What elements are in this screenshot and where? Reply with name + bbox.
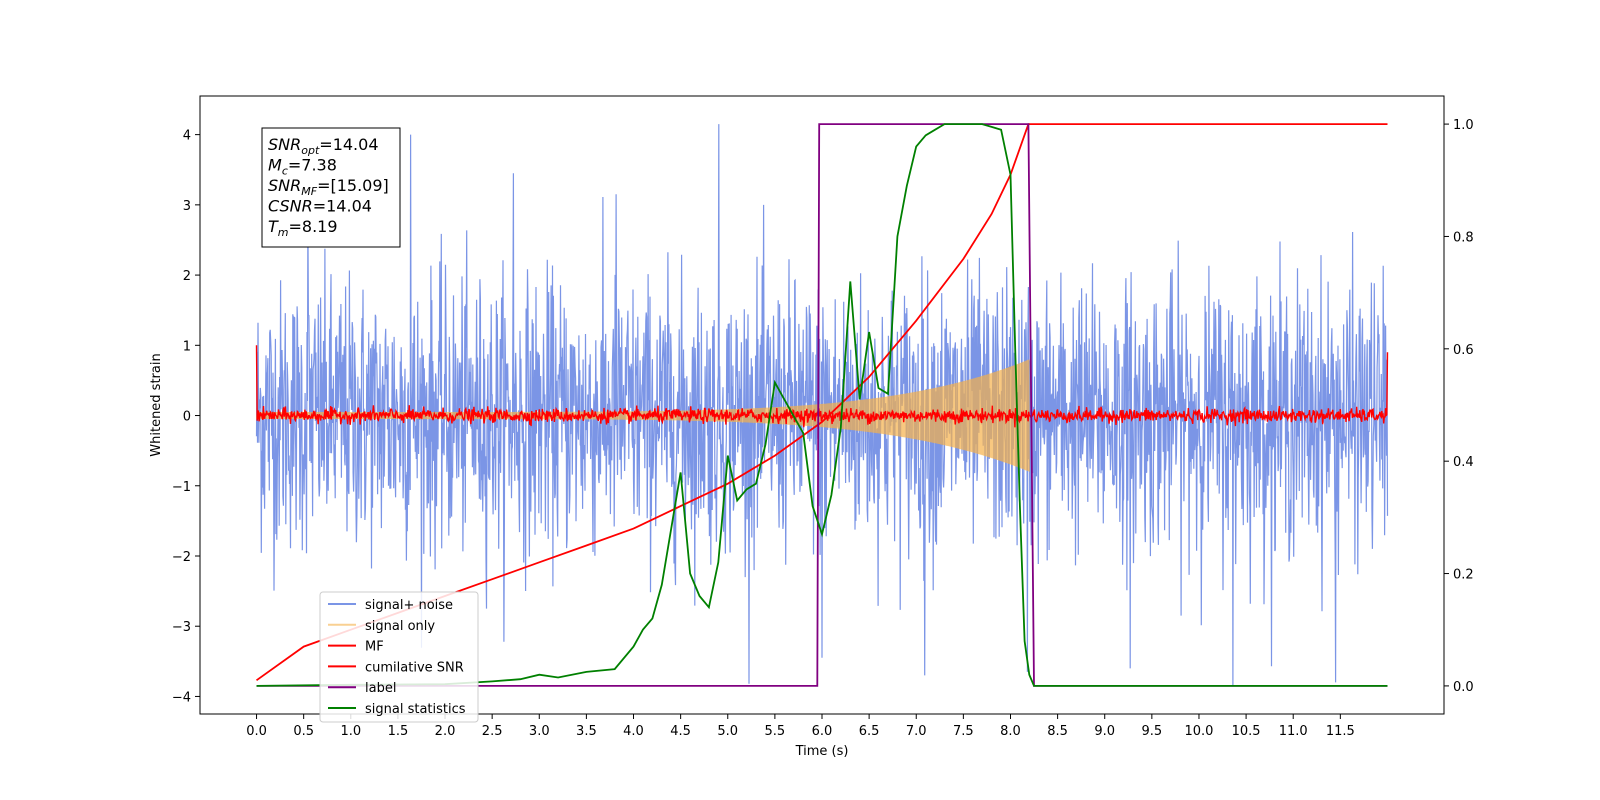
x-tick-label: 10.0 [1184, 724, 1213, 739]
x-tick-label: 11.0 [1279, 724, 1308, 739]
y-axis-left: 4 3 2 1 0 −1 −2 −3 −4 [172, 129, 200, 705]
y-tick-label: 1 [183, 339, 191, 354]
x-tick-label: 9.0 [1094, 724, 1115, 739]
series-signal-statistics [256, 123, 1388, 687]
annotation-line: Tm=8.19 [268, 217, 338, 239]
x-tick-label: 0.5 [293, 724, 314, 739]
y2-tick-label: 0.8 [1453, 230, 1474, 245]
x-tick-label: 0.0 [246, 724, 267, 739]
annotation-line: SNRopt=14.04 [268, 135, 379, 157]
x-tick-label: 5.0 [717, 724, 738, 739]
legend-entry: signal+ noise [365, 598, 453, 613]
x-tick-label: 6.5 [859, 724, 880, 739]
y-tick-label: 4 [183, 129, 191, 144]
y2-tick-label: 0.2 [1453, 568, 1474, 583]
y2-tick-label: 0.4 [1453, 455, 1474, 470]
x-axis-label: Time (s) [795, 744, 849, 759]
x-tick-label: 2.0 [435, 724, 456, 739]
x-tick-label: 1.5 [388, 724, 409, 739]
x-tick-label: 11.5 [1326, 724, 1355, 739]
legend-entry: MF [365, 640, 384, 655]
y-tick-label: 2 [183, 269, 191, 284]
x-tick-label: 4.5 [670, 724, 691, 739]
y-tick-label: −3 [172, 620, 191, 635]
x-tick-label: 3.0 [529, 724, 550, 739]
y-axis-right: 1.0 0.8 0.6 0.4 0.2 0.0 [1444, 118, 1474, 695]
x-tick-label: 1.0 [340, 724, 361, 739]
y-tick-label: −2 [172, 550, 191, 565]
x-tick-label: 2.5 [482, 724, 503, 739]
y-tick-label: −1 [172, 480, 191, 495]
annotation-box: SNRopt=14.04Mc=7.38SNRMF=[15.09]CSNR=14.… [261, 127, 401, 248]
x-axis: 0.0 0.5 1.0 1.5 2.0 2.5 3.0 3.5 4.0 4.5 5.0 5.5 6.0 6… [246, 714, 1355, 739]
series-mf [255, 345, 1389, 428]
x-tick-label: 4.0 [623, 724, 644, 739]
legend-entry: cumilative SNR [365, 660, 464, 675]
y-tick-label: 3 [183, 199, 191, 214]
y-tick-label: 0 [183, 410, 191, 425]
y2-tick-label: 0.6 [1453, 343, 1474, 358]
y2-tick-label: 1.0 [1453, 118, 1474, 133]
x-tick-label: 8.0 [1000, 724, 1021, 739]
x-tick-label: 10.5 [1232, 724, 1261, 739]
y-tick-label: −4 [172, 690, 191, 705]
x-tick-label: 6.0 [812, 724, 833, 739]
legend-entry: signal only [365, 619, 435, 634]
annotation-line: Mc=7.38 [268, 156, 337, 178]
x-tick-label: 9.5 [1142, 724, 1163, 739]
legend-entry: signal statistics [365, 702, 466, 717]
x-tick-label: 3.5 [576, 724, 597, 739]
legend-entry: label [365, 681, 396, 696]
y-axis-label: Whitened strain [149, 353, 164, 456]
y2-tick-label: 0.0 [1453, 680, 1474, 695]
legend: signal+ noise signal only MF cumilative SNR… [319, 591, 479, 723]
x-tick-label: 5.5 [765, 724, 786, 739]
x-tick-label: 8.5 [1047, 724, 1068, 739]
series-signal-noise [255, 124, 1389, 686]
annotation-line: SNRMF=[15.09] [268, 176, 389, 198]
x-tick-label: 7.5 [953, 724, 974, 739]
x-tick-label: 7.0 [906, 724, 927, 739]
annotation-line: CSNR=14.04 [268, 197, 372, 216]
